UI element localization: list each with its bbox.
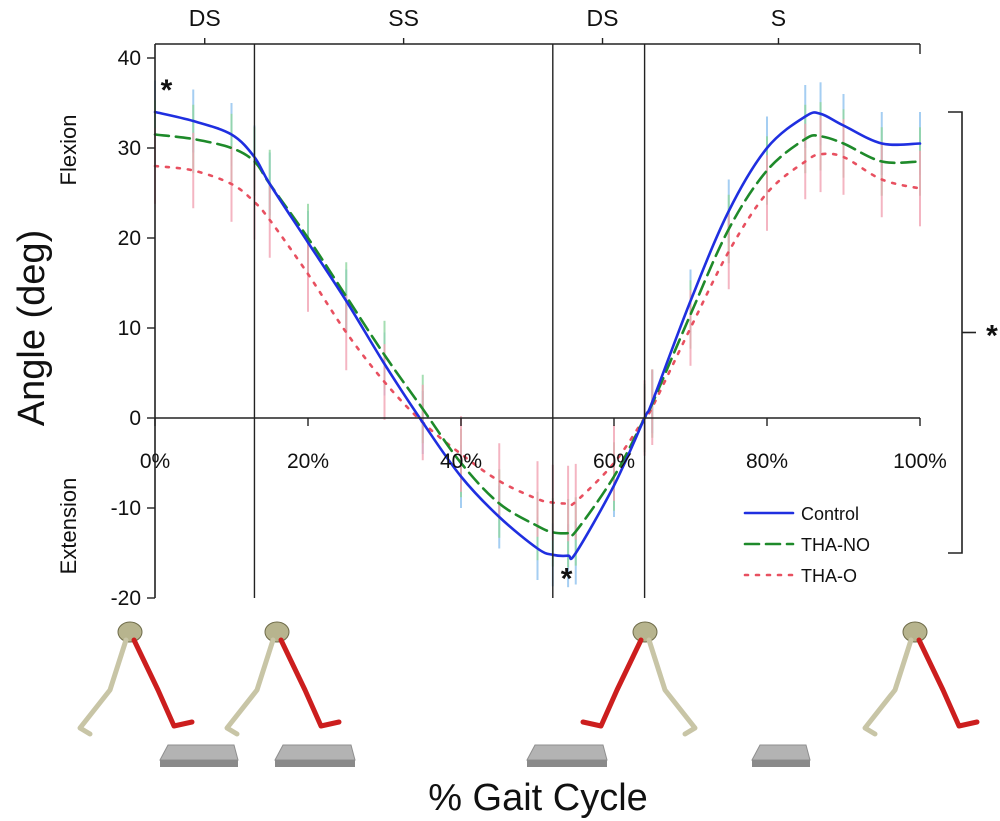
significance-star: * — [561, 563, 573, 596]
back-leg-shape — [77, 637, 129, 737]
phase-label: S — [771, 5, 786, 31]
skeleton-figure — [580, 621, 698, 737]
legend-label: THA-O — [801, 566, 857, 586]
back-leg-shape — [862, 637, 914, 737]
skeleton-figure — [862, 621, 980, 737]
y-tick-label: 10 — [118, 317, 141, 340]
axes-layer: 40 30 20 10 0 -10 -20 0% 20% 40% 60% 80% 100% DS SS DS S… — [111, 5, 999, 610]
x-tick-label: 20% — [287, 450, 329, 473]
y-tick-label: 20 — [118, 227, 141, 250]
pelvis-shape — [117, 621, 143, 643]
y-tick-label: -10 — [111, 497, 141, 520]
legend: Control THA-NO THA-O — [743, 504, 870, 586]
x-tick-label: 60% — [593, 450, 635, 473]
legend-label: Control — [801, 504, 859, 524]
flexion-label: Flexion — [56, 115, 81, 186]
force-plate-shape — [274, 744, 356, 761]
front-leg-shape — [131, 637, 195, 729]
back-leg-shape — [224, 637, 276, 737]
front-leg-shape — [278, 637, 342, 729]
front-leg-shape — [580, 637, 644, 729]
x-tick-label: 100% — [893, 450, 947, 473]
significance-bracket — [948, 111, 963, 554]
x-tick-label: 40% — [440, 450, 482, 473]
x-tick-label: 0% — [140, 450, 170, 473]
skeleton-figure — [224, 621, 342, 737]
force-plate-edge — [527, 760, 607, 767]
force-plate-shape — [526, 744, 608, 761]
pelvis-shape — [264, 621, 290, 643]
series-lines-layer — [153, 110, 922, 561]
force-plate-shape — [751, 744, 811, 761]
significance-star: * — [986, 320, 998, 353]
y-tick-label: 0 — [129, 407, 141, 430]
force-plate-edge — [752, 760, 810, 767]
y-axis-title: Angle (deg) — [11, 230, 53, 426]
series-line-control — [153, 110, 922, 561]
phase-label: SS — [388, 5, 419, 31]
force-plate-edge — [275, 760, 355, 767]
legend-label: THA-NO — [801, 535, 870, 555]
series-line-tha-o — [153, 152, 922, 507]
skeleton-figure — [77, 621, 195, 737]
x-axis-title: % Gait Cycle — [428, 777, 648, 819]
back-leg-shape — [646, 637, 698, 737]
x-tick-label: 80% — [746, 450, 788, 473]
y-tick-label: -20 — [111, 587, 141, 610]
phase-label: DS — [587, 5, 619, 31]
y-tick-label: 30 — [118, 137, 141, 160]
force-plate-edge — [160, 760, 238, 767]
pelvis-shape — [632, 621, 658, 643]
front-leg-shape — [916, 637, 980, 729]
pelvis-shape — [902, 621, 928, 643]
skeleton-figures-layer — [77, 621, 980, 767]
y-tick-label: 40 — [118, 47, 141, 70]
phase-label: DS — [189, 5, 221, 31]
extension-label: Extension — [56, 478, 81, 575]
significance-star: * — [161, 74, 173, 107]
force-plate-shape — [159, 744, 239, 761]
